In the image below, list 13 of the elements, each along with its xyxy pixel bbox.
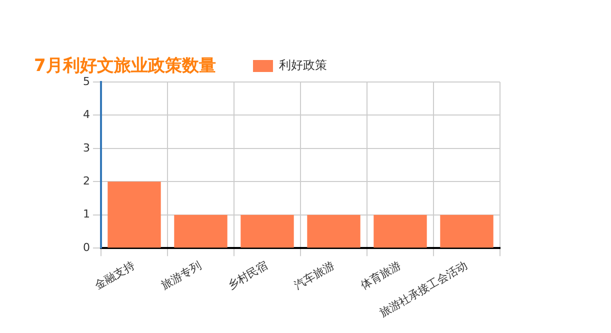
y-tick-label: 5 (83, 74, 90, 88)
x-tick-label: 乡村民宿 (226, 258, 270, 292)
y-tick-label: 2 (83, 174, 90, 188)
x-tick-label: 汽车旅游 (292, 258, 337, 292)
x-tick-label: 金融支持 (92, 258, 138, 292)
x-tick-label: 体育旅游 (358, 258, 404, 292)
x-tick-label: 旅游专列 (159, 258, 204, 292)
legend-label: 利好政策 (279, 58, 327, 72)
y-tick-label: 4 (83, 108, 90, 122)
y-tick-label: 1 (83, 208, 90, 221)
chart-title: 7月利好文旅业政策数量 (34, 55, 216, 77)
y-tick-label: 0 (83, 240, 90, 254)
y-tick-label: 3 (83, 141, 90, 154)
